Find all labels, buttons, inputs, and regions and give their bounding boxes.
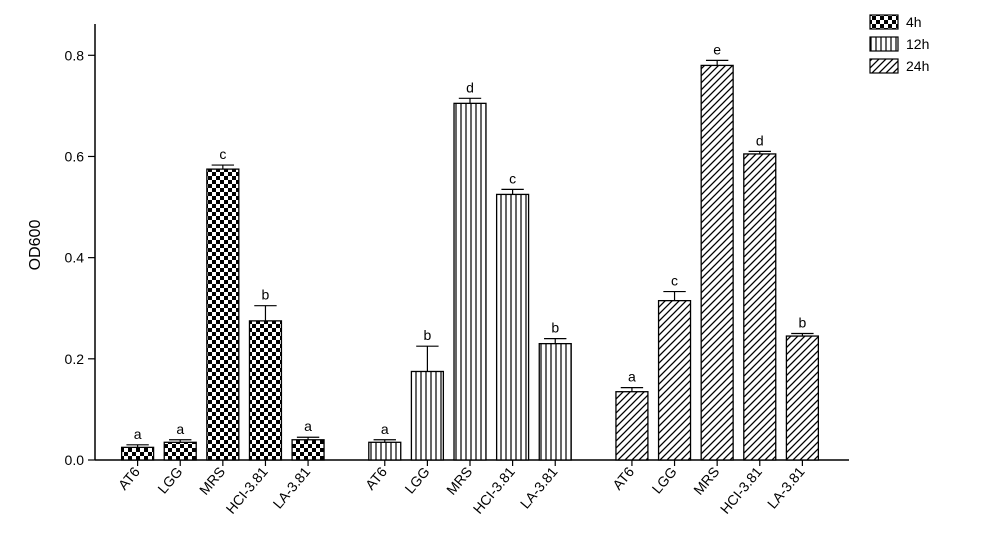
bar [659,301,691,460]
x-tick-label: AT6 [362,463,390,492]
x-tick-label: MRS [196,464,228,498]
y-tick-label: 0.2 [65,351,85,367]
significance-label: b [551,320,559,336]
significance-label: b [423,327,431,343]
significance-label: b [798,315,806,331]
legend-swatch [870,59,898,73]
x-tick-label: MRS [443,464,475,498]
bar [786,336,818,460]
significance-label: a [381,421,389,437]
chart-container: { "chart": { "type": "bar", "width": 100… [0,0,1000,560]
y-tick-label: 0.8 [65,47,85,63]
bar [497,194,529,460]
x-tick-label: HCI-3.81 [470,463,518,516]
legend-label: 12h [906,36,929,52]
x-tick-label: HCI-3.81 [222,463,270,516]
significance-label: a [628,369,636,385]
x-tick-label: LGG [154,464,185,497]
x-tick-label: HCI-3.81 [717,463,765,516]
significance-label: c [671,273,678,289]
bar [249,321,281,460]
x-tick-label: LA-3.81 [764,463,808,511]
bar [292,440,324,460]
significance-label: d [756,132,764,148]
x-tick-label: LGG [401,464,432,497]
bar-chart: 0.0 0.2 0.4 0.6 0.8 OD600 a AT6 a LGG c MRS b HCI-3.8… [0,0,1000,560]
bar [701,65,733,460]
significance-label: e [713,41,721,57]
legend-swatch [870,37,898,51]
x-tick-label: LA-3.81 [270,463,314,511]
bar [744,154,776,460]
bar [454,103,486,460]
bar [411,371,443,460]
legend-swatch [870,15,898,29]
y-tick-label: 0.6 [65,148,85,164]
bar [207,169,239,460]
significance-label: b [262,287,270,303]
bar [616,392,648,460]
legend-label: 4h [906,14,922,30]
bar [369,442,401,460]
bar [164,442,196,460]
significance-label: a [134,426,142,442]
x-tick-label: AT6 [115,463,143,492]
x-tick-label: LGG [649,464,680,497]
legend-label: 24h [906,58,929,74]
x-tick-label: LA-3.81 [517,463,561,511]
significance-label: d [466,79,474,95]
significance-label: c [509,170,516,186]
bar [539,344,571,460]
significance-label: a [304,418,312,434]
significance-label: c [219,146,226,162]
bar [122,447,154,460]
significance-label: a [176,421,184,437]
y-axis-label: OD600 [27,220,44,271]
x-tick-label: MRS [690,464,722,498]
x-tick-label: AT6 [609,463,637,492]
y-tick-label: 0.0 [65,452,85,468]
y-tick-label: 0.4 [65,250,85,266]
